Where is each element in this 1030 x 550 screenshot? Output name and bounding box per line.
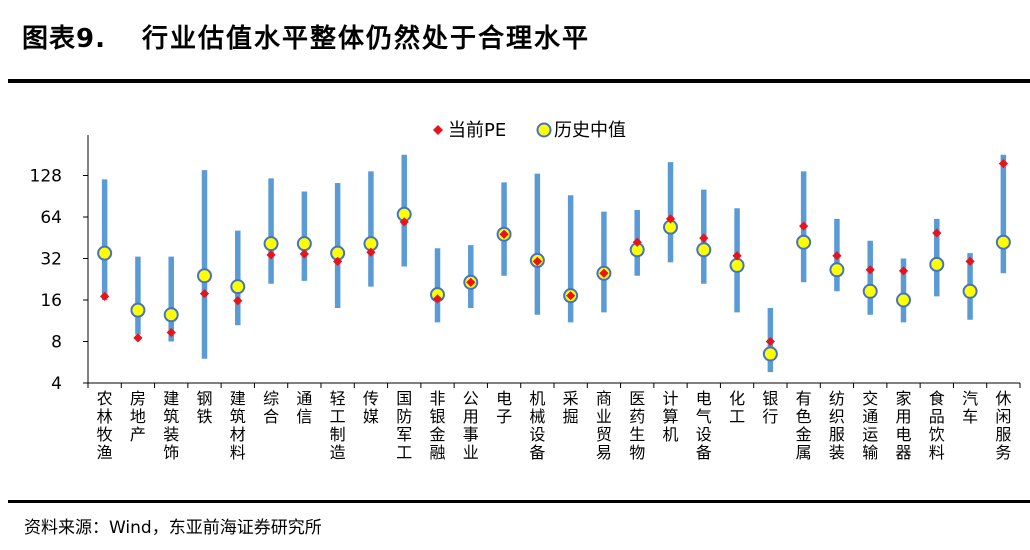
category-label: 机械设备 xyxy=(529,389,545,462)
category-label: 化工 xyxy=(729,389,745,426)
category-label: 钢铁 xyxy=(196,389,212,426)
category-label: 医药生物 xyxy=(629,389,645,462)
current-pe-point xyxy=(333,256,343,266)
y-tick-label: 16 xyxy=(40,291,62,311)
median-point xyxy=(230,279,246,295)
median-point xyxy=(862,283,878,299)
category-label: 公用事业 xyxy=(463,389,479,462)
current-pe-point xyxy=(100,291,110,301)
median-point xyxy=(97,245,113,261)
category-label: 休闲服务 xyxy=(995,389,1011,462)
current-pe-point xyxy=(266,250,276,260)
legend-median-marker xyxy=(536,122,552,138)
category-label: 综合 xyxy=(263,389,279,426)
current-pe-point xyxy=(599,268,609,278)
top-rule xyxy=(8,79,1030,83)
median-point xyxy=(163,307,179,323)
current-pe-point xyxy=(233,296,243,306)
category-label: 家用电器 xyxy=(895,389,911,462)
y-tick-label: 32 xyxy=(40,250,62,270)
median-point xyxy=(929,256,945,272)
bottom-rule xyxy=(8,500,1030,503)
category-label: 汽车 xyxy=(962,389,978,426)
current-pe-point xyxy=(399,217,409,227)
y-tick-label: 4 xyxy=(51,374,62,394)
current-pe-point xyxy=(832,251,842,261)
category-label: 纺织服装 xyxy=(829,389,845,462)
current-pe-point xyxy=(799,221,809,231)
current-pe-point xyxy=(699,233,709,243)
current-pe-point xyxy=(865,265,875,275)
y-tick-label: 8 xyxy=(51,333,62,353)
legend-median-label: 历史中值 xyxy=(554,120,626,141)
median-point xyxy=(263,236,279,252)
category-label: 商业贸易 xyxy=(596,389,612,462)
category-label: 交通运输 xyxy=(862,389,878,462)
category-label: 通信 xyxy=(296,389,312,426)
y-tick-label: 64 xyxy=(40,208,62,228)
category-label: 银行 xyxy=(762,389,778,426)
current-pe-point xyxy=(532,256,542,266)
category-label: 有色金属 xyxy=(796,389,812,462)
source-note: 资料来源：Wind，东亚前海证券研究所 xyxy=(24,518,322,538)
current-pe-point xyxy=(898,266,909,276)
category-label: 国防军工 xyxy=(396,389,412,462)
current-pe-point xyxy=(166,327,176,338)
median-point xyxy=(729,257,745,273)
category-label: 采掘 xyxy=(563,389,579,426)
median-point xyxy=(696,242,712,258)
current-pe-point xyxy=(199,289,210,299)
category-label: 传媒 xyxy=(363,389,379,426)
category-label: 食品饮料 xyxy=(929,389,945,462)
median-point xyxy=(130,302,146,318)
current-pe-point xyxy=(632,237,642,247)
y-tick-label: 128 xyxy=(30,167,62,187)
median-point xyxy=(296,236,312,252)
chart-title: 行业估值水平整体仍然处于合理水平 xyxy=(141,23,590,54)
current-pe-point xyxy=(366,247,376,257)
legend-current-marker xyxy=(433,125,443,135)
legend-current-label: 当前PE xyxy=(448,120,506,141)
current-pe-point xyxy=(499,229,509,239)
current-pe-point xyxy=(432,294,443,304)
median-point xyxy=(796,234,812,250)
median-point xyxy=(197,268,212,284)
current-pe-point xyxy=(965,256,975,266)
median-point xyxy=(962,283,978,299)
current-pe-point xyxy=(998,159,1008,169)
current-pe-point xyxy=(932,228,942,238)
current-pe-point xyxy=(765,336,775,347)
category-label: 房地产 xyxy=(130,389,146,444)
median-point xyxy=(829,262,845,278)
category-label: 电子 xyxy=(496,389,512,426)
current-pe-point xyxy=(466,277,476,287)
current-pe-point xyxy=(732,251,742,261)
category-label: 农林牧渔 xyxy=(97,389,113,462)
category-label: 建筑材料 xyxy=(230,389,246,462)
current-pe-point xyxy=(299,249,309,259)
median-point xyxy=(896,292,911,308)
current-pe-point xyxy=(665,214,676,224)
category-label: 建筑装饰 xyxy=(163,389,179,462)
figure-label: 图表9. xyxy=(22,23,106,54)
current-pe-point xyxy=(133,333,143,343)
category-label: 计算机 xyxy=(662,389,678,444)
current-pe-point xyxy=(566,291,576,301)
median-point xyxy=(762,346,778,362)
category-label: 非银金融 xyxy=(429,389,445,462)
median-point xyxy=(995,234,1011,250)
category-label: 轻工制造 xyxy=(330,389,346,462)
category-label: 电气设备 xyxy=(696,389,712,462)
title-row: 图表9. 行业估值水平整体仍然处于合理水平 xyxy=(22,14,590,58)
